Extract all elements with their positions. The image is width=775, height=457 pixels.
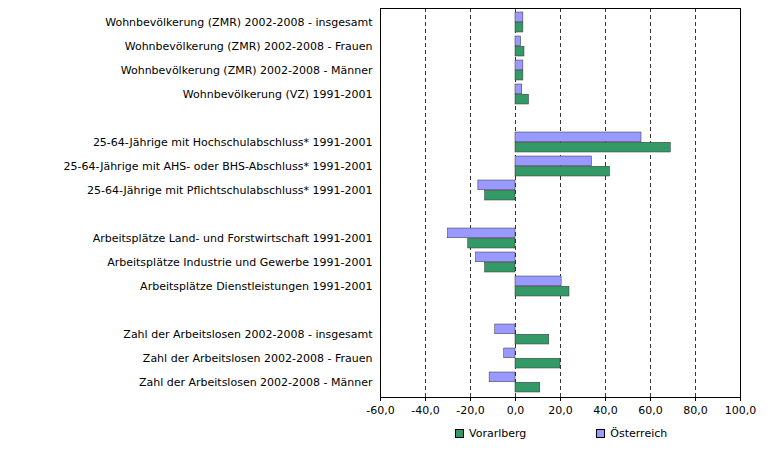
svg-text:Wohnbevölkerung (VZ) 1991-2001: Wohnbevölkerung (VZ) 1991-2001: [183, 88, 373, 101]
svg-text:-20,0: -20,0: [456, 404, 484, 417]
svg-text:Arbeitsplätze Dienstleistungen: Arbeitsplätze Dienstleistungen 1991-2001: [140, 280, 372, 293]
svg-text:20,0: 20,0: [548, 404, 573, 417]
svg-text:25-64-Jährige mit AHS- oder BH: 25-64-Jährige mit AHS- oder BHS-Abschlus…: [64, 160, 373, 173]
svg-text:Zahl der Arbeitslosen 2002-200: Zahl der Arbeitslosen 2002-2008 - insges…: [123, 328, 373, 341]
svg-text:40,0: 40,0: [593, 404, 618, 417]
svg-text:Wohnbevölkerung (ZMR) 2002-200: Wohnbevölkerung (ZMR) 2002-2008 - Männer: [121, 64, 373, 77]
svg-text:Zahl der Arbeitslosen 2002-200: Zahl der Arbeitslosen 2002-2008 - Männer: [139, 376, 373, 389]
html-text:Vorarlberg: Vorarlberg: [469, 427, 527, 440]
svg-text:-40,0: -40,0: [411, 404, 439, 417]
svg-text:Wohnbevölkerung (ZMR) 2002-200: Wohnbevölkerung (ZMR) 2002-2008 - insges…: [105, 16, 373, 29]
svg-text:80,0: 80,0: [683, 404, 708, 417]
svg-text:Zahl der Arbeitslosen 2002-200: Zahl der Arbeitslosen 2002-2008 - Frauen: [143, 352, 373, 365]
svg-text:25-64-Jährige mit Pflichtschul: 25-64-Jährige mit Pflichtschulabschluss*…: [87, 184, 373, 197]
svg-text:100,0: 100,0: [725, 404, 757, 417]
svg-text:Wohnbevölkerung (ZMR) 2002-200: Wohnbevölkerung (ZMR) 2002-2008 - Frauen: [125, 40, 373, 53]
html-text:Österreich: Österreich: [610, 427, 668, 440]
svg-text:Arbeitsplätze Land- und Forstw: Arbeitsplätze Land- und Forstwirtschaft …: [93, 232, 373, 245]
svg-text:0,0: 0,0: [507, 404, 525, 417]
svg-text:60,0: 60,0: [638, 404, 663, 417]
svg-text:Arbeitsplätze Industrie und Ge: Arbeitsplätze Industrie und Gewerbe 1991…: [107, 256, 372, 269]
svg-text:25-64-Jährige mit Hochschulabs: 25-64-Jährige mit Hochschulabschluss* 19…: [93, 136, 373, 149]
svg-text:-60,0: -60,0: [366, 404, 394, 417]
